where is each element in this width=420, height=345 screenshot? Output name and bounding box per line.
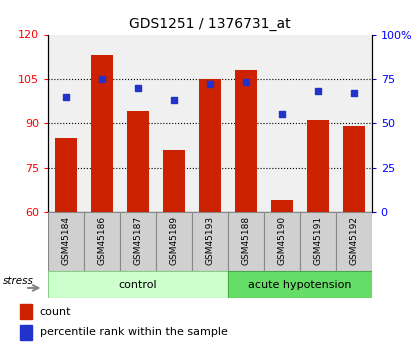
Text: GSM45193: GSM45193 [205, 216, 215, 265]
Bar [228, 212, 264, 271]
Text: percentile rank within the sample: percentile rank within the sample [40, 327, 228, 337]
Bar [264, 212, 300, 271]
Bar [336, 212, 372, 271]
Text: GSM45186: GSM45186 [98, 216, 107, 265]
Text: acute hypotension: acute hypotension [248, 280, 352, 289]
Bar [343, 126, 365, 212]
Point [207, 81, 213, 87]
Text: GSM45190: GSM45190 [277, 216, 286, 265]
Bar [48, 212, 84, 271]
Bar [192, 212, 228, 271]
Text: stress: stress [3, 276, 33, 286]
Bar [120, 212, 156, 271]
Bar [21, 304, 32, 319]
Point [135, 85, 142, 91]
Point [243, 80, 249, 85]
Bar [92, 55, 113, 212]
Bar [84, 212, 120, 271]
Text: count: count [40, 307, 71, 317]
Text: GSM45189: GSM45189 [170, 216, 178, 265]
Point [315, 89, 321, 94]
Bar [127, 111, 149, 212]
Text: GSM45191: GSM45191 [313, 216, 322, 265]
Bar [199, 79, 221, 212]
Point [99, 76, 105, 82]
Title: GDS1251 / 1376731_at: GDS1251 / 1376731_at [129, 17, 291, 31]
Text: GSM45192: GSM45192 [349, 216, 358, 265]
Bar [271, 200, 293, 212]
Point [278, 112, 285, 117]
Bar [55, 138, 77, 212]
Text: GSM45184: GSM45184 [62, 216, 71, 265]
Bar [21, 325, 32, 340]
Point [63, 94, 70, 99]
Text: GSM45187: GSM45187 [134, 216, 143, 265]
Point [350, 90, 357, 96]
Point [171, 98, 177, 103]
Bar [300, 212, 336, 271]
Bar [235, 70, 257, 212]
Text: GSM45188: GSM45188 [241, 216, 250, 265]
Bar [307, 120, 328, 212]
Bar [163, 150, 185, 212]
Bar [156, 212, 192, 271]
Bar [48, 271, 228, 298]
Text: control: control [119, 280, 158, 289]
Bar [228, 271, 372, 298]
